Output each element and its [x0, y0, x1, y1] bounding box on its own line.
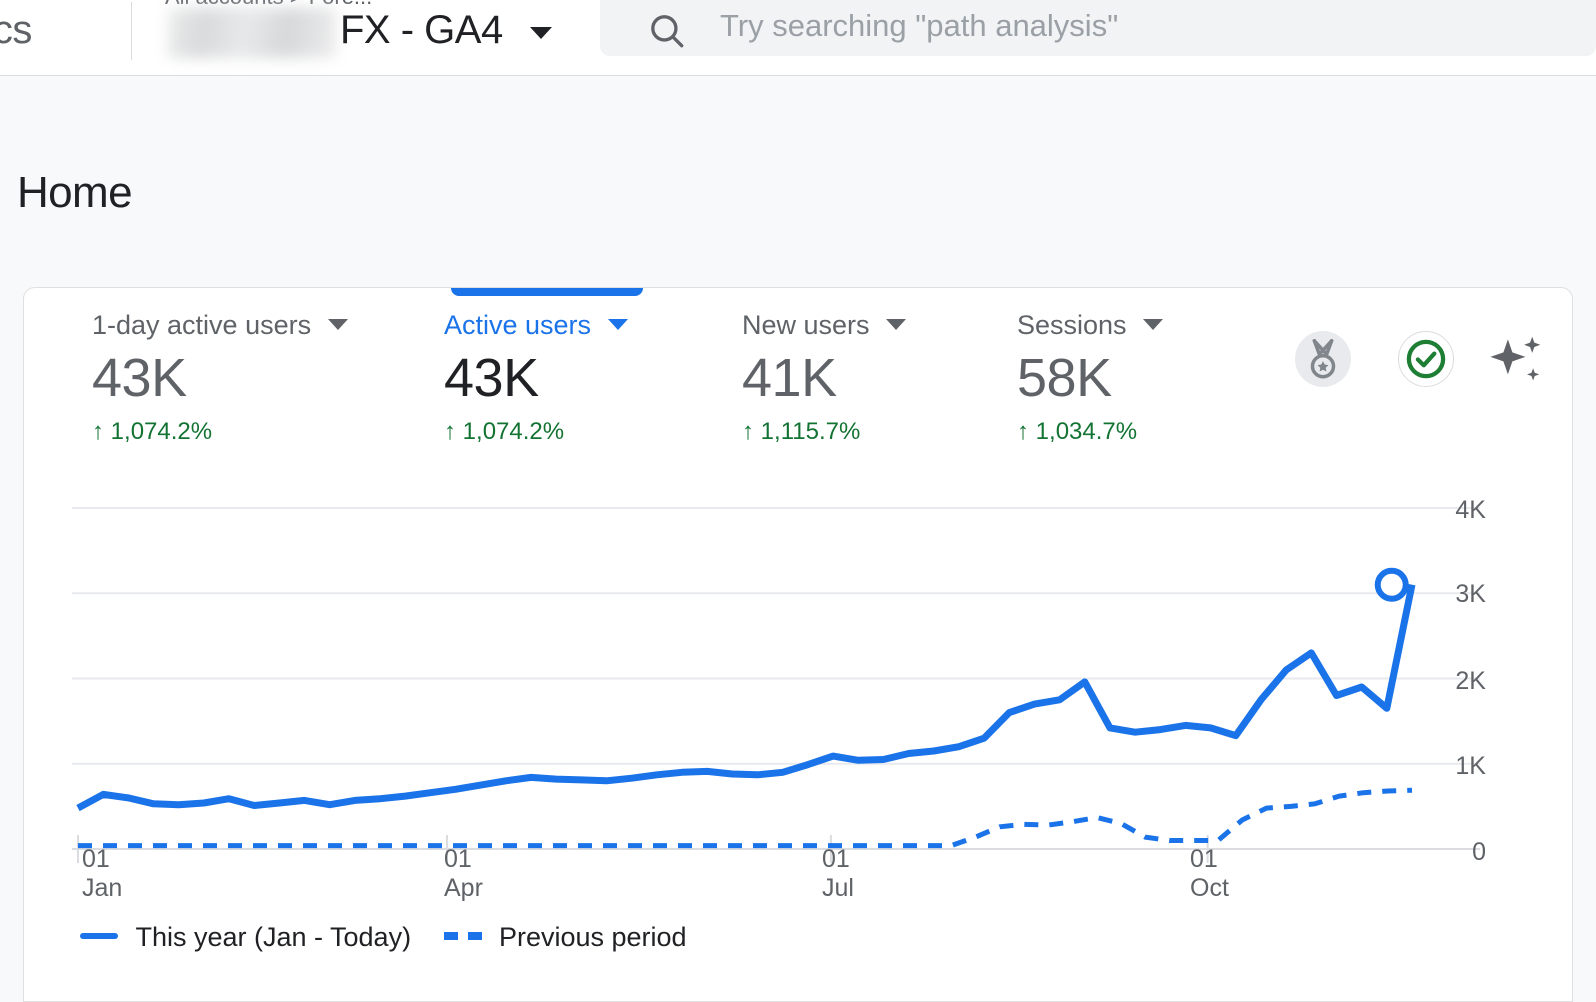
sparkle-ai-icon[interactable] [1485, 334, 1547, 393]
chart-legend: This year (Jan - Today) Previous period [80, 922, 715, 953]
legend-item-previous-period[interactable]: Previous period [443, 922, 687, 953]
y-axis-tick-label: 2K [1455, 667, 1486, 695]
legend-solid-line-swatch [80, 933, 118, 939]
y-axis-tick-label: 4K [1455, 496, 1486, 524]
metric-delta: ↑ 1,074.2% [92, 418, 348, 446]
check-circle-icon[interactable] [1398, 331, 1454, 387]
page-title: Home [17, 168, 133, 217]
x-tick-day: 01 [1190, 845, 1218, 873]
delta-up-arrow-icon: ↑ [92, 418, 104, 445]
legend-item-this-year[interactable]: This year (Jan - Today) [80, 922, 411, 953]
metric-delta: ↑ 1,034.7% [1017, 418, 1163, 446]
legend-label: Previous period [498, 922, 687, 952]
active-tab-indicator [451, 288, 643, 296]
medal-award-icon[interactable] [1295, 331, 1351, 387]
x-axis-tick-label: 01 Oct [1190, 845, 1310, 903]
metric-label: New users [742, 310, 870, 340]
search-input[interactable]: Try searching "path analysis" [600, 0, 1596, 56]
metric-delta-value: 1,034.7% [1035, 418, 1138, 445]
delta-up-arrow-icon: ↑ [444, 418, 456, 445]
search-icon [646, 10, 688, 57]
x-tick-day: 01 [82, 845, 110, 873]
metric-value: 41K [742, 348, 837, 408]
x-tick-month: Apr [444, 874, 483, 902]
analytics-brand-label: lytics [0, 8, 32, 52]
chevron-down-icon[interactable] [530, 27, 552, 39]
chevron-down-icon[interactable] [886, 318, 906, 330]
metric-label: Sessions [1017, 310, 1127, 340]
metric-tab-sessions[interactable]: Sessions 58K ↑ 1,034.7% [1017, 310, 1164, 446]
y-axis-tick-label: 0 [1472, 838, 1486, 866]
x-tick-day: 01 [822, 845, 850, 873]
delta-up-arrow-icon: ↑ [742, 418, 754, 445]
metric-value: 58K [1017, 348, 1112, 408]
metric-delta-value: 1,074.2% [110, 418, 213, 445]
metric-value: 43K [92, 348, 187, 408]
chevron-down-icon[interactable] [607, 318, 628, 330]
breadcrumb[interactable]: All accounts > Fore... [165, 0, 372, 10]
metric-label: Active users [444, 310, 592, 340]
metric-label: 1-day active users [92, 310, 312, 340]
x-axis-tick-label: 01 Jan [82, 845, 202, 903]
chevron-down-icon[interactable] [327, 318, 348, 330]
property-selector-label[interactable]: FX - GA4 [340, 8, 503, 52]
x-tick-month: Oct [1190, 874, 1229, 902]
overview-card: 1-day active users 43K ↑ 1,074.2% Active… [23, 287, 1573, 1002]
x-axis-tick-label: 01 Apr [444, 845, 564, 903]
delta-up-arrow-icon: ↑ [1017, 418, 1029, 445]
x-axis-tick-label: 01 Jul [822, 845, 942, 903]
x-tick-day: 01 [444, 845, 472, 873]
legend-label: This year (Jan - Today) [135, 922, 412, 952]
search-placeholder-text: Try searching "path analysis" [720, 8, 1119, 43]
metric-value: 43K [444, 348, 539, 408]
legend-dashed-line-swatch [443, 932, 482, 940]
header-divider [131, 2, 132, 60]
y-axis-tick-label: 3K [1455, 580, 1486, 608]
chevron-down-icon[interactable] [1143, 318, 1164, 330]
metric-tab-active-users[interactable]: Active users 43K ↑ 1,074.2% [444, 310, 628, 446]
metric-tab-1-day-active-users[interactable]: 1-day active users 43K ↑ 1,074.2% [92, 310, 348, 446]
x-tick-month: Jan [82, 874, 123, 902]
x-tick-month: Jul [822, 874, 854, 902]
metric-delta: ↑ 1,074.2% [444, 418, 628, 446]
metric-tab-new-users[interactable]: New users 41K ↑ 1,115.7% [742, 310, 906, 446]
app-header: lytics All accounts > Fore... FX - GA4 T… [0, 0, 1596, 76]
metric-delta: ↑ 1,115.7% [742, 418, 906, 446]
metric-delta-value: 1,115.7% [760, 418, 861, 445]
account-name-blurred[interactable] [168, 8, 336, 58]
metric-delta-value: 1,074.2% [462, 418, 565, 445]
y-axis-tick-label: 1K [1455, 752, 1486, 780]
